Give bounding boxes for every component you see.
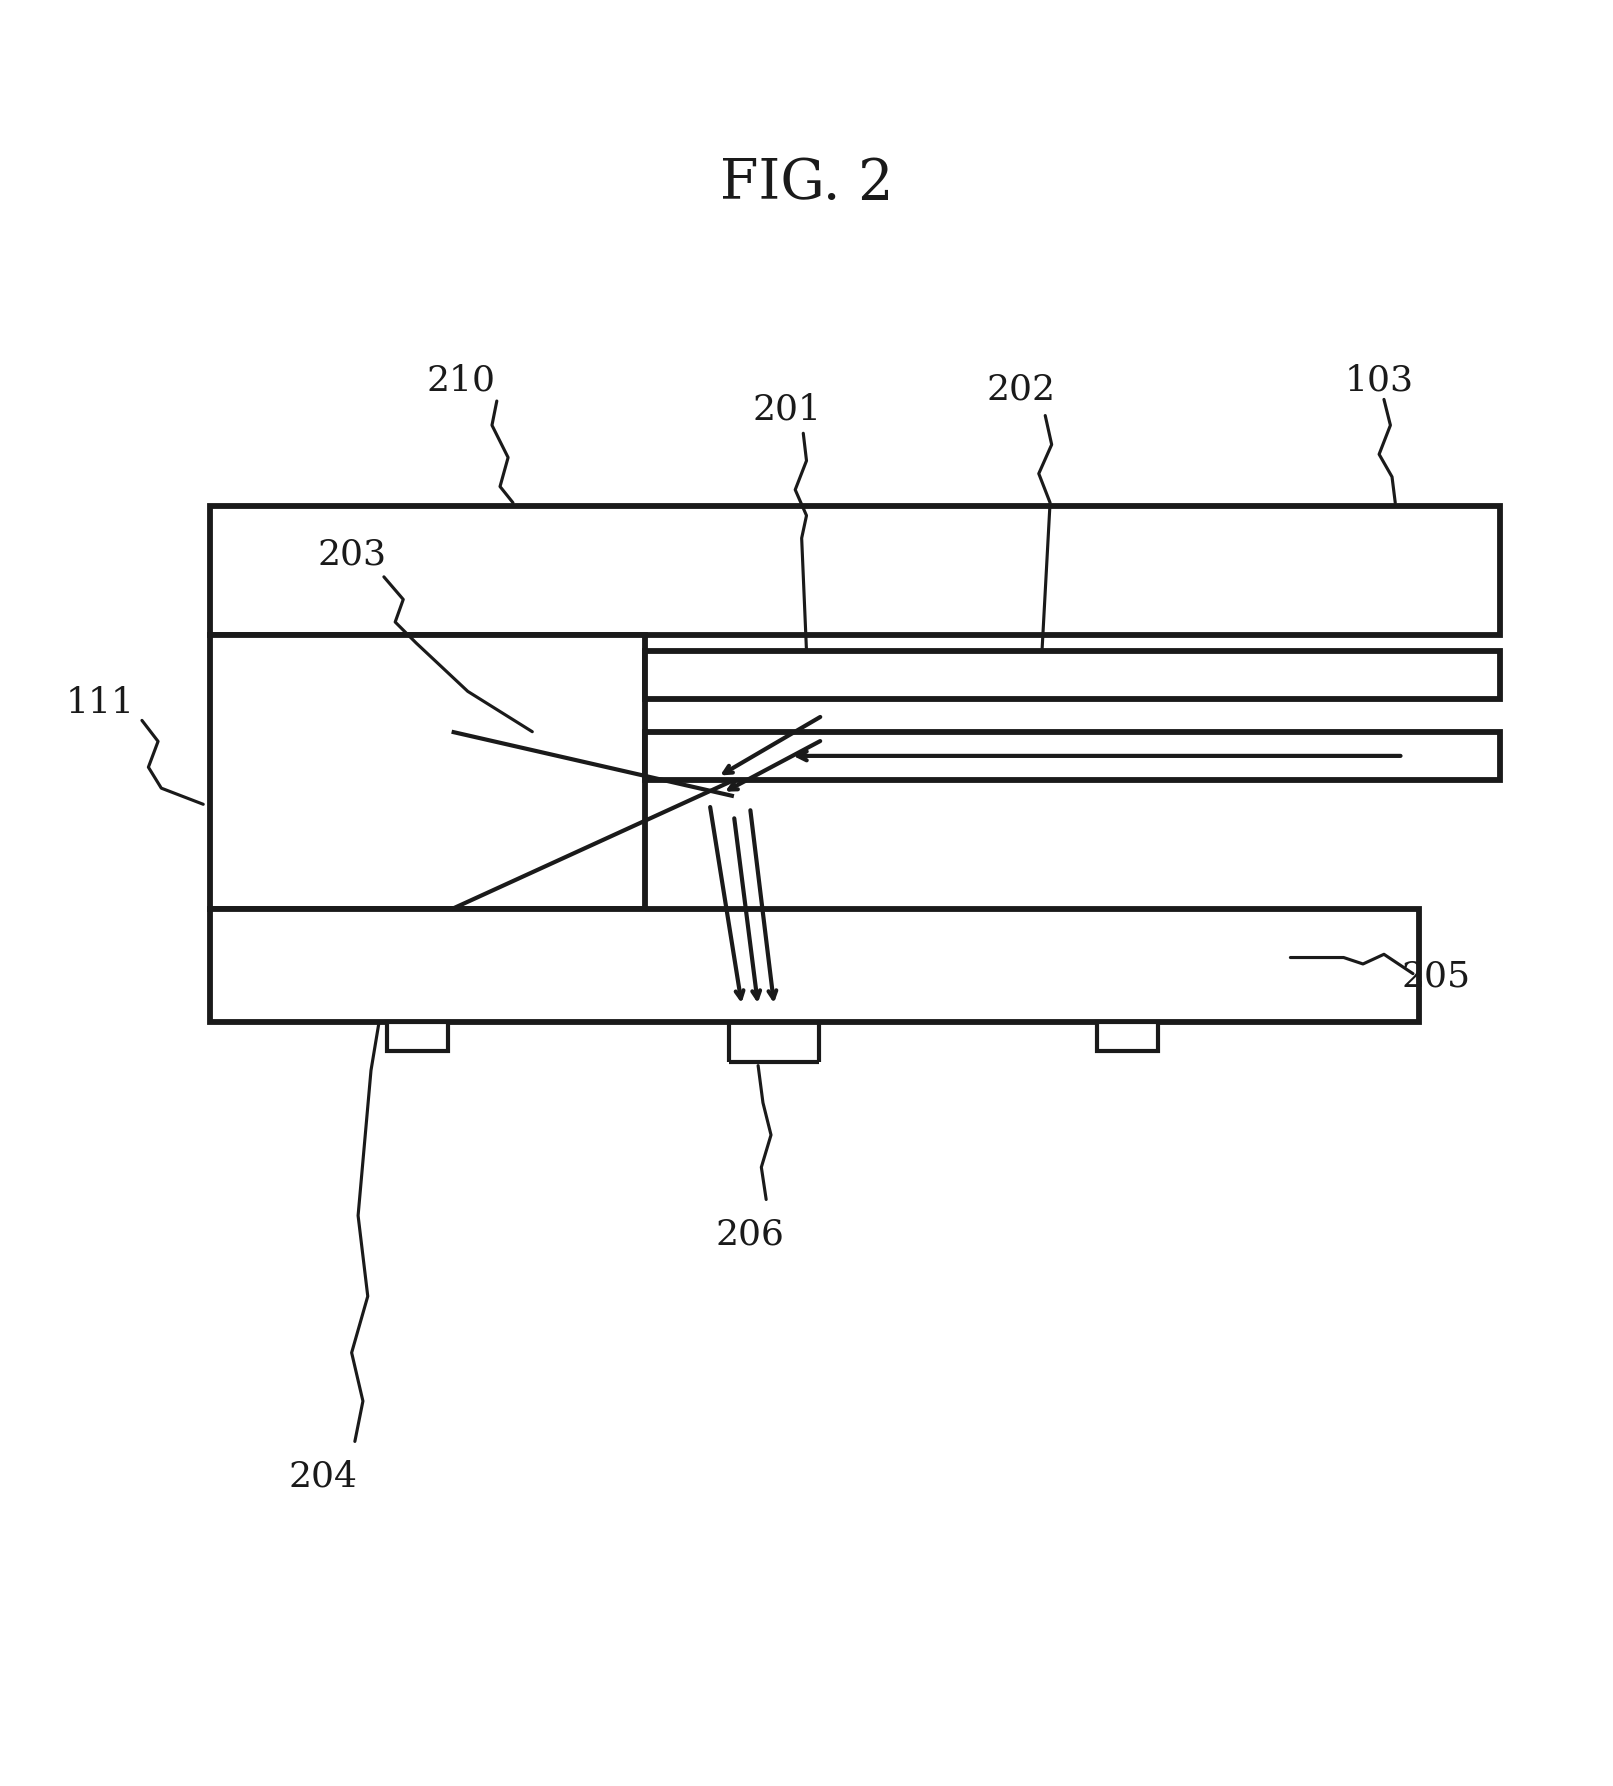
Bar <box>1097 1022 1158 1052</box>
Bar <box>645 652 1500 700</box>
Text: 103: 103 <box>1345 363 1413 396</box>
Text: 201: 201 <box>753 393 821 427</box>
Text: 203: 203 <box>318 538 386 572</box>
Bar <box>210 634 645 909</box>
Text: 206: 206 <box>716 1218 784 1252</box>
Text: 204: 204 <box>289 1459 356 1493</box>
Bar <box>210 909 1419 1022</box>
Text: 111: 111 <box>66 686 134 720</box>
Bar <box>645 732 1500 780</box>
Text: 210: 210 <box>427 363 495 396</box>
Bar <box>210 505 1500 634</box>
Bar <box>387 1022 448 1052</box>
Text: 202: 202 <box>987 373 1055 407</box>
Text: 205: 205 <box>1402 959 1469 993</box>
Text: FIG. 2: FIG. 2 <box>719 155 894 211</box>
